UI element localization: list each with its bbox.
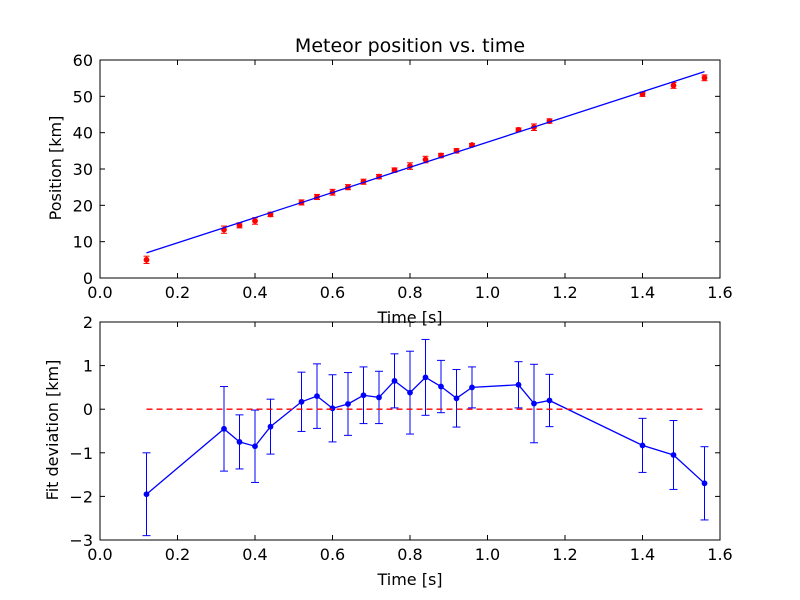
y-tick-label: −1 (69, 444, 93, 463)
y-tick-label: 2 (83, 313, 93, 332)
x-tick-label: 0.0 (87, 545, 112, 564)
y-axis-label: Position [km] (46, 116, 65, 221)
x-tick-label: 1.4 (630, 283, 655, 302)
chart-title: Meteor position vs. time (295, 35, 525, 57)
y-tick-label: 1 (83, 357, 93, 376)
data-point (453, 395, 460, 402)
x-tick-label: 1.0 (475, 545, 500, 564)
data-point (531, 400, 537, 407)
plot-frame (99, 321, 721, 541)
data-point (143, 256, 150, 263)
y-tick-label: 0 (83, 400, 93, 419)
x-axis-label: Time [s] (376, 570, 442, 589)
x-tick-label: 0.6 (320, 545, 345, 564)
x-tick-label: 1.0 (475, 283, 500, 302)
y-tick-label: 60 (73, 51, 93, 70)
data-point (515, 381, 522, 388)
data-point (701, 480, 708, 487)
data-point (701, 74, 708, 81)
x-tick-label: 0.2 (165, 545, 190, 564)
data-point (252, 218, 258, 224)
x-tick-label: 0.2 (165, 283, 190, 302)
y-tick-label: 0 (83, 269, 93, 288)
data-point (143, 491, 150, 498)
y-axis-label: Fit deviation [km] (43, 360, 62, 501)
x-tick-label: 0.4 (242, 545, 267, 564)
data-point (236, 439, 243, 445)
data-point (670, 82, 677, 89)
data-point (267, 423, 274, 430)
data-point (391, 377, 398, 384)
data-point (221, 425, 227, 432)
fit-line (146, 71, 705, 254)
data-point (329, 405, 336, 412)
data-point (314, 393, 320, 400)
data-point (670, 452, 677, 458)
x-tick-label: 0.8 (397, 283, 422, 302)
position-chart: Meteor position vs. time Time [s] Positi… (46, 35, 733, 327)
y-tick-label: 40 (73, 124, 93, 143)
x-tick-label: 1.6 (707, 545, 732, 564)
data-point (252, 443, 258, 450)
x-tick-label: 0.6 (320, 283, 345, 302)
data-point (360, 392, 367, 399)
deviation-chart: Time [s] Fit deviation [km] 0.0 0.2 0.4 0.6… (43, 313, 733, 589)
y-tick-label: 50 (73, 87, 93, 106)
x-tick-label: 1.2 (552, 545, 577, 564)
y-tick-label: 30 (73, 160, 93, 179)
x-tick-label: 0.4 (242, 283, 267, 302)
y-tick-label: 10 (73, 233, 93, 252)
x-tick-label: 1.4 (630, 545, 655, 564)
y-tick-label: −2 (69, 487, 93, 506)
y-tick-label: −3 (69, 531, 93, 550)
data-point (298, 398, 305, 405)
data-point (438, 383, 444, 390)
data-point (407, 389, 413, 396)
x-tick-label: 1.2 (552, 283, 577, 302)
data-point (345, 401, 351, 407)
data-point (639, 442, 646, 449)
position-plot-area: 0.0 0.2 0.4 0.6 0.8 1.0 1.2 1.4 1.6 0 10 20 30 40 50 60 (73, 51, 733, 302)
data-point (422, 374, 429, 381)
x-tick-label: 0.8 (397, 545, 422, 564)
data-point (469, 384, 475, 391)
y-tick-label: 20 (73, 196, 93, 215)
x-tick-label: 0.0 (87, 283, 112, 302)
data-point (546, 397, 553, 404)
plot-frame (99, 59, 721, 279)
x-tick-label: 1.6 (707, 283, 732, 302)
data-point (376, 394, 382, 401)
deviation-plot-area: 0.0 0.2 0.4 0.6 0.8 1.0 1.2 1.4 1.6 −3 −2 −1 0 1 2 (69, 313, 732, 564)
